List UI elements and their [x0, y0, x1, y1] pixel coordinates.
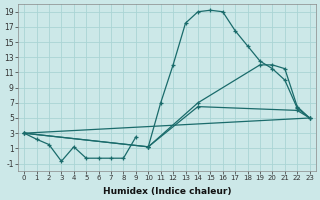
X-axis label: Humidex (Indice chaleur): Humidex (Indice chaleur) [103, 187, 231, 196]
